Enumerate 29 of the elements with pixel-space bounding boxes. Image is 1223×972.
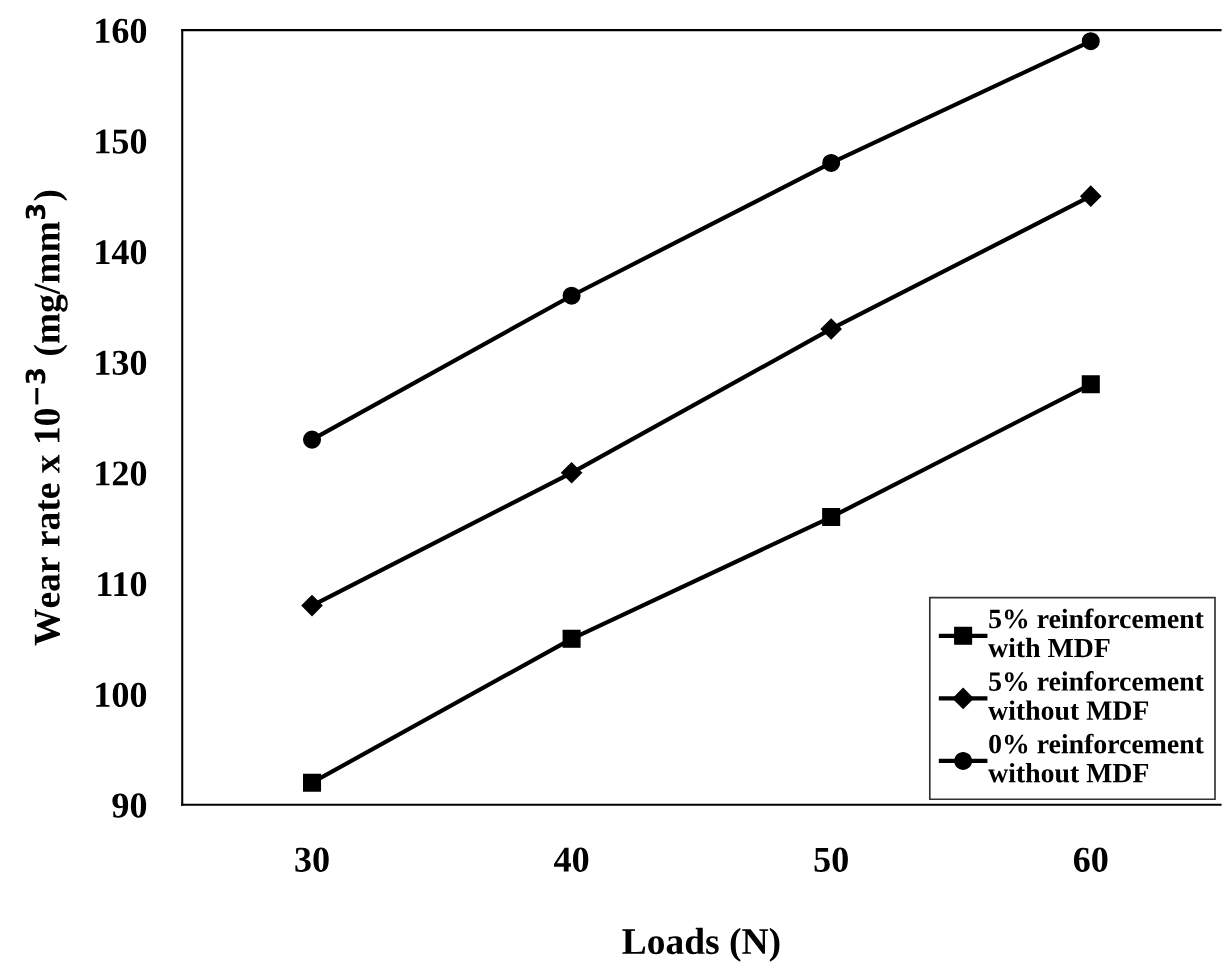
point (561, 462, 583, 484)
point (822, 508, 841, 527)
legend-label: 5% reinforcement without MDF (988, 671, 1204, 720)
x-tick-label: 40 (554, 847, 589, 872)
y-tick-label: 150 (96, 129, 147, 154)
point (562, 286, 581, 305)
x-tick-label: 50 (814, 847, 848, 872)
point (562, 629, 581, 648)
point (820, 318, 842, 340)
point (1081, 375, 1100, 394)
y-tick-label: 120 (96, 461, 147, 486)
x-axis-title: Loads (N) (622, 927, 780, 962)
y-axis-title: Wear rate x 10$^{−3}$ (mg/mm$^{3}$) (25, 190, 68, 646)
legend-label: 5% reinforcement with MDF (988, 608, 1204, 658)
y-tick-label: 110 (98, 571, 147, 597)
x-tick-label: 30 (295, 847, 329, 872)
x-tick-label: 60 (1073, 847, 1108, 872)
point (1081, 32, 1100, 51)
point (822, 153, 841, 172)
point (302, 773, 322, 792)
y-tick-label: 100 (96, 682, 147, 708)
point (302, 430, 322, 449)
point (1080, 185, 1102, 207)
y-tick-label: 160 (96, 18, 147, 44)
legend-label: 0% reinforcement without MDF (988, 733, 1204, 783)
y-tick-label: 90 (112, 793, 147, 818)
y-tick-label: 130 (96, 350, 147, 376)
y-tick-label: 140 (96, 239, 147, 265)
point (301, 595, 323, 617)
